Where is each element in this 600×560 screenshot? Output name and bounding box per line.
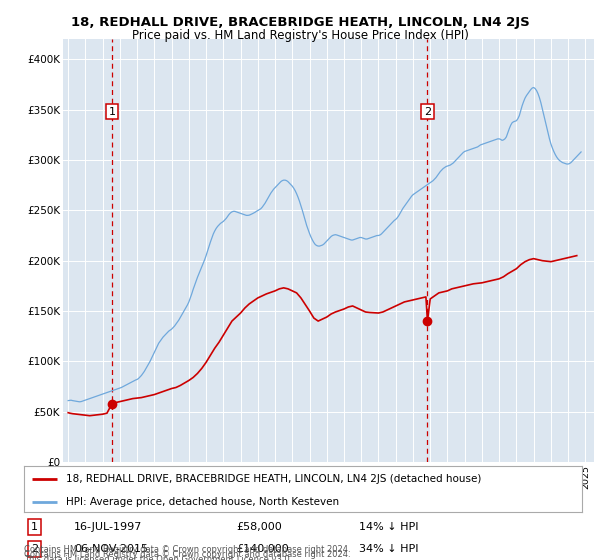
Text: Price paid vs. HM Land Registry's House Price Index (HPI): Price paid vs. HM Land Registry's House … — [131, 29, 469, 42]
Text: 1: 1 — [31, 522, 38, 532]
Text: £58,000: £58,000 — [236, 522, 282, 532]
Text: Contains HM Land Registry data © Crown copyright and database right 2024.
This d: Contains HM Land Registry data © Crown c… — [24, 545, 350, 560]
Text: Contains HM Land Registry data © Crown copyright and database right 2024.: Contains HM Land Registry data © Crown c… — [24, 550, 350, 559]
Text: 34% ↓ HPI: 34% ↓ HPI — [359, 544, 418, 554]
Text: 1: 1 — [109, 107, 115, 116]
Text: 06-NOV-2015: 06-NOV-2015 — [74, 544, 148, 554]
Text: 2: 2 — [31, 544, 38, 554]
Text: 18, REDHALL DRIVE, BRACEBRIDGE HEATH, LINCOLN, LN4 2JS (detached house): 18, REDHALL DRIVE, BRACEBRIDGE HEATH, LI… — [66, 474, 481, 484]
Text: 16-JUL-1997: 16-JUL-1997 — [74, 522, 143, 532]
Text: 2: 2 — [424, 107, 431, 116]
Text: 18, REDHALL DRIVE, BRACEBRIDGE HEATH, LINCOLN, LN4 2JS: 18, REDHALL DRIVE, BRACEBRIDGE HEATH, LI… — [71, 16, 529, 29]
Text: £140,000: £140,000 — [236, 544, 289, 554]
Text: 14% ↓ HPI: 14% ↓ HPI — [359, 522, 418, 532]
Text: HPI: Average price, detached house, North Kesteven: HPI: Average price, detached house, Nort… — [66, 497, 339, 507]
